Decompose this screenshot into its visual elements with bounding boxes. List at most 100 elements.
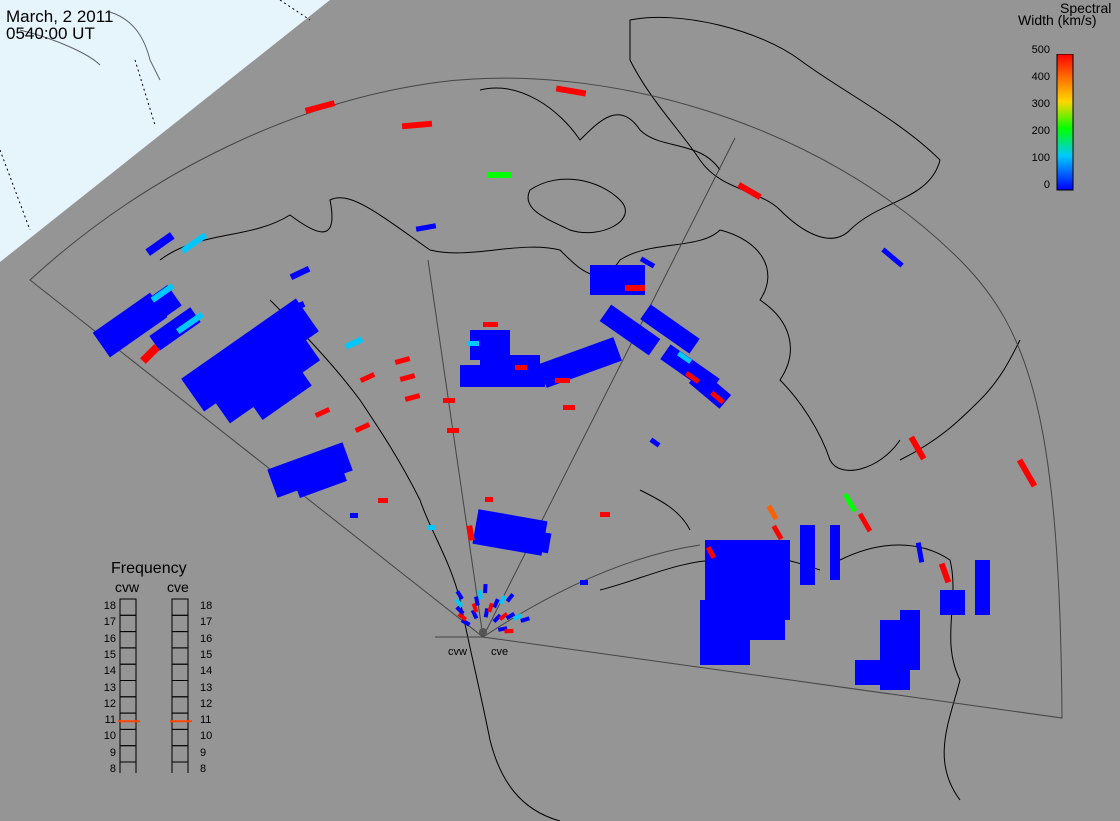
frequency-tick-right: 15: [200, 648, 213, 661]
echo-cell: [705, 546, 717, 559]
frequency-tick-left: 16: [103, 632, 116, 645]
frequency-cell: [171, 745, 189, 763]
colorbar: [1056, 54, 1074, 191]
frequency-tick-right: 13: [200, 681, 213, 694]
echo-cell: [975, 560, 990, 615]
coastlines: [159, 16, 1021, 821]
echo-cell: [404, 393, 421, 402]
echo-cell: [394, 356, 411, 365]
echo-cell: [487, 172, 512, 178]
radar-label-cve: cve: [491, 646, 509, 658]
echo-cell: [505, 593, 515, 603]
echo-cell: [145, 232, 175, 256]
echo-cell: [508, 526, 552, 554]
echo-cell: [466, 525, 475, 541]
colorbar-tick: 100: [1031, 152, 1050, 164]
echo-cell: [399, 373, 416, 382]
echo-cell: [908, 435, 927, 461]
echo-cell: [304, 100, 336, 114]
echo-cell: [492, 598, 500, 609]
echo-cell: [483, 338, 498, 344]
echo-cell: [359, 372, 376, 383]
frequency-cell: [119, 696, 137, 714]
frequency-tick-right: 8: [200, 763, 207, 775]
echo-cell: [842, 492, 858, 513]
echo-cell: [483, 322, 498, 327]
echo-cell: [180, 232, 208, 254]
frequency-cell: [171, 761, 189, 773]
echo-cell: [880, 650, 910, 690]
echo-cell: [599, 304, 661, 356]
echo-cell: [150, 283, 175, 303]
echo-cell: [471, 602, 479, 613]
frequency-tick-right: 17: [200, 616, 213, 629]
frequency-cell: [119, 663, 137, 681]
frequency-tick-left: 17: [103, 616, 116, 629]
frequency-gauges: [118, 598, 192, 773]
echo-cell: [354, 422, 371, 433]
colorbar-tick: 200: [1031, 125, 1050, 137]
echo-cell: [350, 513, 358, 518]
echo-cell: [520, 616, 530, 623]
echo-cell: [267, 442, 353, 498]
echo-cell: [181, 298, 319, 412]
echo-cell: [580, 580, 588, 585]
echo-cell: [284, 301, 306, 315]
colorbar-tick: 400: [1031, 71, 1050, 83]
frequency-tick-right: 16: [200, 632, 213, 645]
echo-cell: [938, 562, 952, 584]
echo-cell: [447, 428, 459, 433]
echo-cell: [478, 589, 483, 600]
frequency-tick-right: 11: [200, 714, 212, 727]
echo-cell: [684, 371, 701, 384]
echo-cell: [443, 398, 455, 403]
echo-cell: [800, 525, 815, 585]
echo-cell: [639, 256, 656, 269]
echo-cell: [563, 405, 575, 410]
echo-cell: [457, 612, 468, 622]
echo-cell: [474, 596, 480, 606]
echo-layer: [92, 85, 1038, 690]
echo-cell: [498, 612, 509, 621]
echo-cell: [504, 628, 514, 634]
frequency-tick-right: 10: [200, 730, 213, 743]
echo-cell: [940, 590, 965, 615]
frequency-tick-right: 9: [200, 746, 207, 759]
echo-cell: [881, 247, 904, 268]
echo-cell: [175, 311, 205, 335]
echo-cell: [857, 512, 873, 533]
frequency-tick-left: 14: [103, 665, 116, 678]
echo-cell: [455, 605, 465, 615]
frequency-tick-left: 9: [109, 746, 116, 759]
echo-cell: [649, 437, 661, 448]
time-label: 0540:00 UT: [6, 24, 95, 43]
echo-cell: [483, 583, 488, 594]
frequency-tick-left: 10: [103, 730, 116, 743]
frequency-cell: [171, 728, 189, 747]
echo-cell: [314, 407, 331, 418]
echo-cell: [555, 378, 570, 383]
frequency-cell: [171, 647, 189, 665]
echo-cell: [480, 350, 492, 355]
frequency-cell: [171, 696, 189, 714]
frequency-tick-right: 14: [200, 665, 213, 678]
echo-cell: [505, 611, 516, 621]
frequency-tick-left: 12: [103, 697, 116, 710]
radar-site-marker: [479, 628, 487, 636]
frequency-cell: [171, 614, 189, 633]
echo-cell: [625, 285, 645, 291]
echo-cell: [487, 602, 494, 613]
colorbar-tick: 500: [1031, 44, 1050, 56]
echo-cell: [555, 85, 587, 97]
echo-cell: [480, 355, 540, 375]
dotted-meridian: [0, 0, 311, 231]
echo-cell: [470, 609, 479, 620]
frequency-cell: [171, 663, 189, 681]
echo-cell: [538, 337, 622, 388]
echo-cell: [766, 504, 779, 521]
echo-cell: [676, 351, 693, 364]
frequency-radar-cvw: cvw: [115, 579, 140, 595]
daylight-region: [0, 0, 330, 262]
echo-cell: [737, 182, 762, 200]
